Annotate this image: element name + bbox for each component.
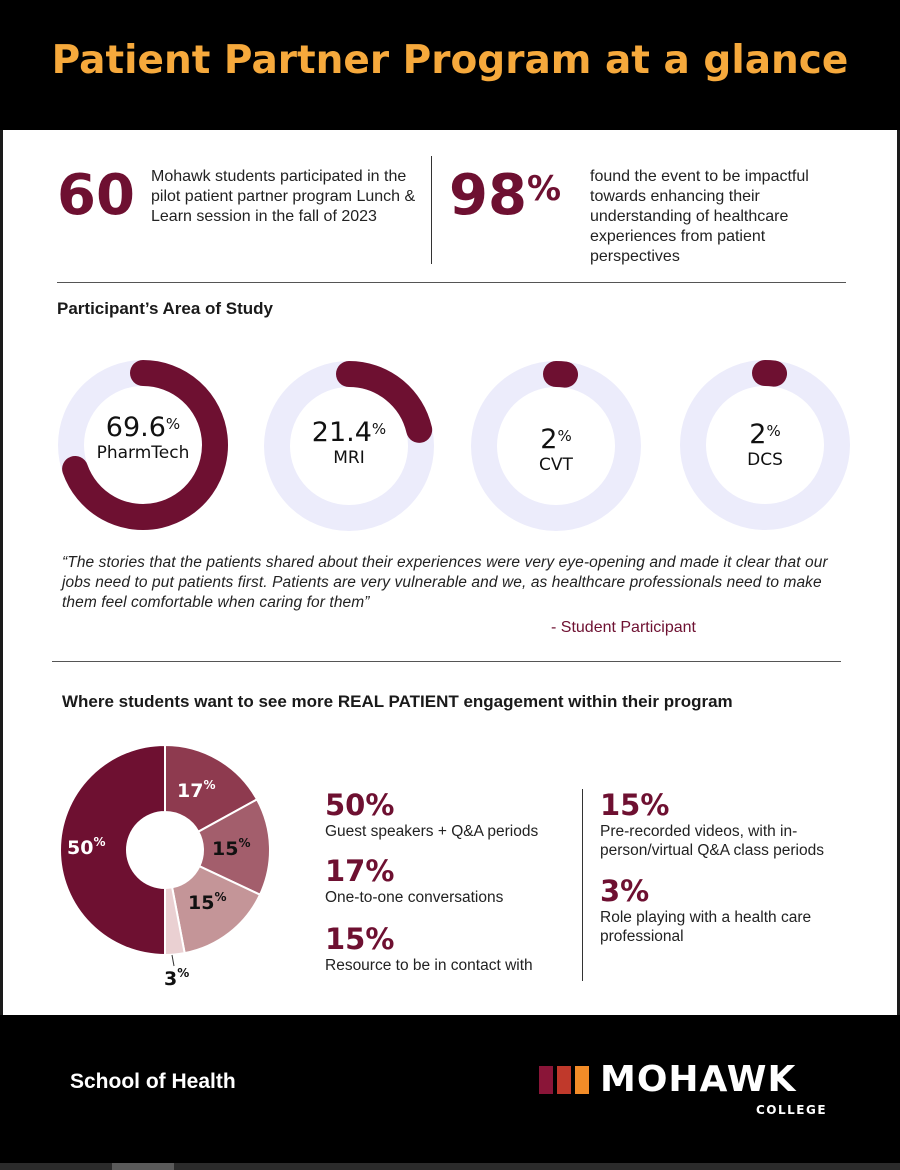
ring-value-3: 2 (749, 419, 767, 450)
pie-slice-15-2 (196, 798, 271, 897)
pie-label-17: 17% (177, 778, 216, 802)
stat-students-text: Mohawk students participated in the pilo… (151, 168, 416, 225)
legend-right-value-1: 3% (600, 874, 650, 908)
pie-slice-50-0 (59, 743, 166, 957)
legend-left-text-1: One-to-one conversations (325, 889, 504, 906)
page-title: Patient Partner Program at a glance (51, 38, 849, 83)
ring-value-2: 2 (540, 424, 558, 455)
legend-left-value-2: 15% (325, 922, 395, 956)
ring-category-0: PharmTech (96, 443, 190, 463)
ring-unit-1: % (371, 420, 387, 438)
stat-impact-value: 98% (449, 163, 562, 228)
right-border (897, 0, 900, 1170)
pie-label-50: 50% (67, 835, 106, 859)
ring-label-3: 2% DCS (680, 419, 850, 471)
ring-arc-dcs (752, 360, 788, 387)
ring-arc-pharmtech (62, 360, 228, 530)
area-of-study-title: Participant’s Area of Study (57, 299, 274, 318)
stat-divider (431, 156, 432, 264)
ring-label-2: 2% CVT (471, 424, 641, 476)
legend-left-text-0: Guest speakers + Q&A periods (325, 823, 539, 840)
ring-unit-3: % (766, 422, 781, 440)
quote-attribution: - Student Participant (551, 619, 696, 636)
pie-slice-15-3 (170, 864, 262, 955)
ring-value-0: 69.6 (105, 412, 166, 443)
section-divider-2 (52, 661, 841, 662)
ring-arc-cvt (543, 361, 579, 388)
legend-right-value-0: 15% (600, 788, 670, 822)
school-name: School of Health (70, 1070, 236, 1093)
mohawk-logo-college: COLLEGE (756, 1103, 828, 1117)
section-divider (57, 282, 846, 283)
ring-unit-2: % (557, 427, 572, 445)
ring-arc-mri (336, 361, 433, 443)
legend-right-text-0: Pre-recorded videos, with in-person/virt… (600, 823, 824, 859)
student-quote: “The stories that the patients shared ab… (62, 554, 828, 611)
stat-students-value: 60 (57, 163, 135, 228)
mohawk-logo-wordmark: MOHAWK (600, 1059, 797, 1100)
legend-left-text-2: Resource to be in contact with (325, 957, 533, 974)
legend-left-value-0: 50% (325, 788, 395, 822)
ring-label-1: 21.4% MRI (264, 417, 434, 469)
stat-impact-text: found the event to be impactful towards … (590, 168, 809, 265)
ring-value-1: 21.4 (311, 417, 372, 448)
legend-divider (582, 789, 583, 981)
bottom-strip (0, 1163, 900, 1170)
legend-left-value-1: 17% (325, 854, 395, 888)
legend-right-text-1: Role playing with a health care professi… (600, 909, 812, 945)
pie-slice-17-1 (164, 743, 259, 834)
ring-category-3: DCS (747, 450, 783, 470)
mohawk-logo-mark (539, 1066, 589, 1094)
left-border (0, 0, 3, 1170)
pie-label-3: 3% (164, 966, 190, 990)
bottom-tab (112, 1163, 174, 1170)
ring-category-2: CVT (539, 455, 573, 475)
engagement-title: Where students want to see more REAL PAT… (62, 692, 733, 711)
ring-unit-0: % (165, 415, 181, 433)
header-banner (0, 0, 900, 130)
pie-label-15b: 15% (188, 890, 227, 914)
footer-banner (0, 1015, 900, 1165)
pie-label-15a: 15% (212, 836, 251, 860)
ring-category-1: MRI (333, 448, 365, 468)
ring-label-0: 69.6% PharmTech (58, 412, 228, 464)
